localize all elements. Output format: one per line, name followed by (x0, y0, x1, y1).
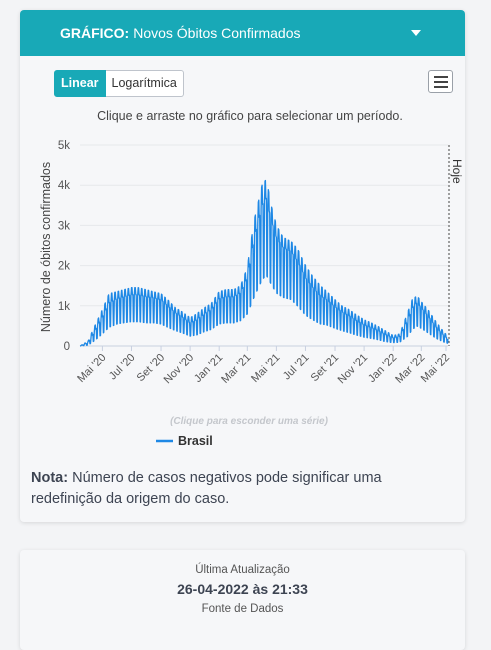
y-tick-label: 0 (64, 341, 70, 353)
chart-card: GRÁFICO: Novos Óbitos Confirmados Linear… (20, 10, 465, 522)
y-tick-label: 2k (58, 261, 70, 273)
x-tick-label: Mai '20 (75, 352, 108, 385)
x-tick-label: Mar '21 (219, 352, 253, 386)
y-tick-label: 5k (58, 140, 70, 152)
y-tick-label: 3k (58, 220, 70, 232)
y-tick-label: 1k (58, 301, 70, 313)
y-axis-ticks: 0 1k 2k 3k 4k 5k (58, 140, 70, 353)
x-tick-label: Jul '21 (281, 352, 312, 383)
x-tick-label: Jan '22 (366, 352, 399, 385)
header-title: Novos Óbitos Confirmados (133, 25, 301, 41)
x-tick-label: Nov '21 (336, 352, 371, 387)
y-axis-label: Número de óbitos confirmados (39, 162, 53, 332)
update-date: 26-04-2022 às 21:33 (177, 581, 308, 597)
log-scale-button[interactable]: Logarítmica (105, 70, 184, 97)
x-tick-label: Nov '20 (162, 352, 197, 387)
legend-label: Brasil (178, 434, 213, 448)
x-tick-label: Mai '21 (249, 352, 282, 385)
chart-plot[interactable]: Clique e arraste no gráfico para selecio… (20, 105, 465, 455)
chart-hint: Clique e arraste no gráfico para selecio… (97, 109, 403, 123)
legend-hint: (Clique para esconder uma série) (170, 416, 329, 427)
update-card: Última Atualização 26-04-2022 às 21:33 F… (20, 550, 465, 650)
today-label: Hoje (450, 159, 464, 184)
note-label: Nota: (31, 470, 69, 486)
note: Nota: Número de casos negativos pode sig… (31, 468, 451, 510)
source-label: Fonte de Dados (201, 603, 284, 615)
linear-scale-button[interactable]: Linear (54, 70, 106, 97)
chart-menu-icon[interactable] (428, 70, 453, 93)
x-tick-label: Jul '20 (107, 352, 138, 383)
header-label: GRÁFICO: (60, 25, 130, 41)
note-text: Número de casos negativos pode significa… (31, 470, 382, 507)
legend-item-brasil[interactable]: Brasil (156, 434, 213, 448)
update-label: Última Atualização (195, 564, 290, 576)
x-tick-label: Jan '21 (192, 352, 225, 385)
chart-header[interactable]: GRÁFICO: Novos Óbitos Confirmados (20, 10, 465, 56)
y-tick-label: 4k (58, 180, 70, 192)
scale-toggle: Linear Logarítmica (54, 70, 184, 97)
series-brasil-line[interactable] (79, 179, 449, 347)
chevron-down-icon[interactable] (411, 30, 421, 36)
